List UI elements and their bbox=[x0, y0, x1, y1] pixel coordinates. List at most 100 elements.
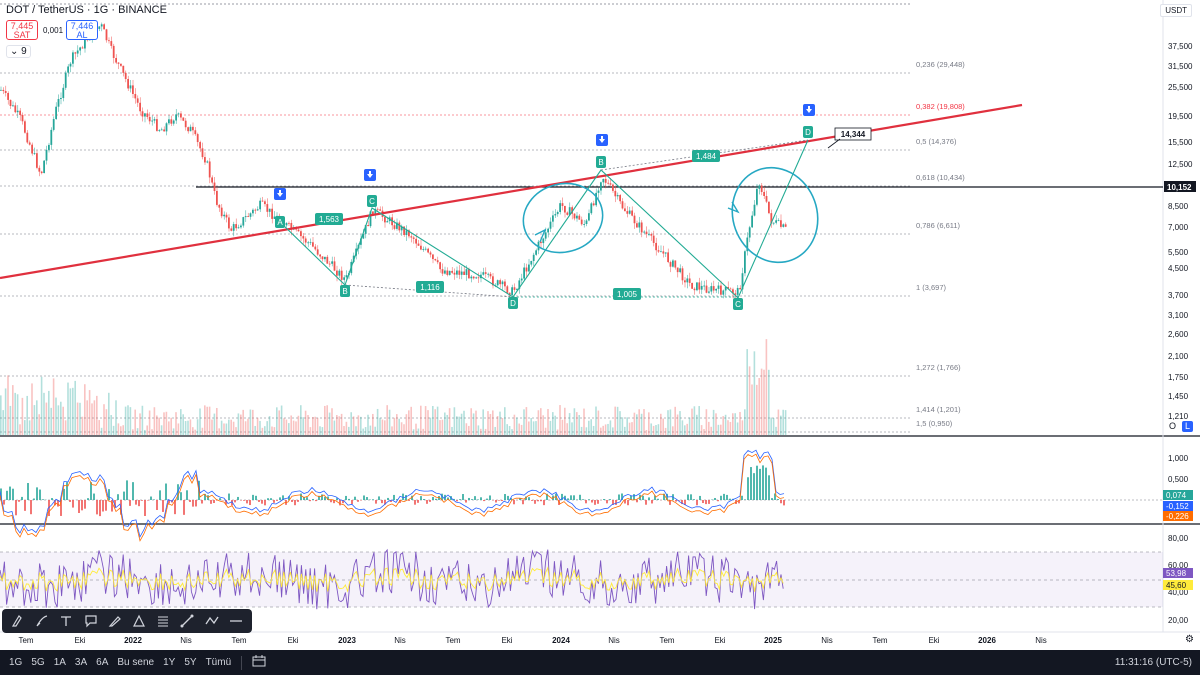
time-axis-label: Tem bbox=[231, 636, 246, 645]
pen-icon[interactable] bbox=[33, 612, 51, 630]
bottom-toolbar: 1G 5G 1A 3A 6A Bu sene 1Y 5Y Tümü 11:31:… bbox=[0, 650, 1200, 675]
macd-value-label: -0,152 bbox=[1166, 502, 1189, 511]
buy-price: 7,446 bbox=[70, 21, 94, 31]
clock[interactable]: 11:31:16 (UTC-5) bbox=[1114, 657, 1192, 668]
target-price-label: 14,344 bbox=[841, 130, 866, 139]
range-5d[interactable]: 5G bbox=[31, 657, 45, 668]
harmonic-pattern-line bbox=[279, 139, 809, 299]
range-1d[interactable]: 1G bbox=[9, 657, 23, 668]
time-axis-label: Eki bbox=[928, 636, 939, 645]
macd-value-box bbox=[1163, 501, 1193, 511]
rsi-axis-tick: 40,00 bbox=[1168, 588, 1189, 597]
time-axis-label: Eki bbox=[74, 636, 85, 645]
ratio-badge bbox=[613, 288, 641, 300]
macd-value-box bbox=[1163, 511, 1193, 521]
range-5y[interactable]: 5Y bbox=[184, 657, 197, 668]
fib-level-label: 1,5 (0,950) bbox=[916, 419, 953, 428]
pattern-point-marker bbox=[733, 298, 743, 310]
brush-icon[interactable] bbox=[106, 612, 124, 630]
sell-label: SAT bbox=[13, 30, 31, 40]
price-tick: 1,750 bbox=[1168, 373, 1189, 382]
time-axis-label: Nis bbox=[1035, 636, 1047, 645]
text-icon[interactable] bbox=[57, 612, 75, 630]
time-axis-label: 2022 bbox=[124, 636, 142, 645]
current-price-label: 10,152 bbox=[1167, 183, 1192, 192]
pattern-point-marker bbox=[508, 297, 518, 309]
fib-level-label: 1,272 (1,766) bbox=[916, 363, 961, 372]
price-tick: 19,500 bbox=[1168, 112, 1193, 121]
rsi-ma-value-label: 45,60 bbox=[1166, 581, 1187, 590]
time-axis-label: Eki bbox=[287, 636, 298, 645]
buy-button[interactable]: 7,446 AL bbox=[66, 20, 98, 40]
pattern-point-marker bbox=[340, 285, 350, 297]
horizontal-line-icon[interactable] bbox=[227, 612, 245, 630]
time-axis-label: Eki bbox=[501, 636, 512, 645]
chart-canvas[interactable]: 0,236 (29,448) 0,382 (19,808) 0,5 (14,376)… bbox=[0, 0, 1200, 650]
price-tick: 4,500 bbox=[1168, 264, 1189, 273]
range-1y[interactable]: 1Y bbox=[163, 657, 176, 668]
rsi-value-label: 53,98 bbox=[1166, 569, 1187, 578]
fib-level-label: 1,414 (1,201) bbox=[916, 405, 961, 414]
price-tick: 8,500 bbox=[1168, 202, 1189, 211]
sell-button[interactable]: 7,445 SAT bbox=[6, 20, 38, 40]
sell-price: 7,445 bbox=[10, 21, 34, 31]
time-axis-label: 2023 bbox=[338, 636, 356, 645]
pattern-point-label: B bbox=[342, 287, 347, 296]
macd-value-label: 0,074 bbox=[1166, 491, 1187, 500]
chevron-down-icon: ⌄ bbox=[10, 46, 19, 57]
rsi-axis-tick: 80,00 bbox=[1168, 534, 1189, 543]
indicators-toggle[interactable]: ⌄ 9 bbox=[6, 45, 31, 58]
path-icon[interactable] bbox=[203, 612, 221, 630]
line-icon[interactable] bbox=[178, 612, 196, 630]
time-axis-label: Nis bbox=[394, 636, 406, 645]
price-tick: 37,500 bbox=[1168, 42, 1193, 51]
cursor-icon[interactable] bbox=[9, 612, 27, 630]
price-tick: 2,600 bbox=[1168, 330, 1189, 339]
symbol-title: DOT / TetherUS · 1G · BINANCE bbox=[6, 4, 167, 16]
price-tick: 1,450 bbox=[1168, 392, 1189, 401]
fib-level-label: 0,786 (6,611) bbox=[916, 221, 961, 230]
price-tick: 1,210 bbox=[1168, 412, 1189, 421]
calendar-icon[interactable] bbox=[252, 655, 266, 670]
volume-l-button[interactable]: L bbox=[1182, 421, 1193, 432]
ratio-badge bbox=[315, 213, 343, 225]
shape-icon[interactable] bbox=[130, 612, 148, 630]
fib-level-label: 0,5 (14,376) bbox=[916, 137, 957, 146]
rsi-axis-tick: 20,00 bbox=[1168, 616, 1189, 625]
pattern-point-marker bbox=[275, 216, 285, 228]
range-6m[interactable]: 6A bbox=[96, 657, 109, 668]
currency-selector[interactable]: USDT bbox=[1160, 4, 1192, 17]
range-ytd[interactable]: Bu sene bbox=[117, 657, 155, 668]
indicator-count: 9 bbox=[21, 46, 27, 57]
rsi-value-box bbox=[1163, 568, 1193, 578]
time-axis-label: 2025 bbox=[764, 636, 782, 645]
ratio-label: 1,005 bbox=[617, 290, 638, 299]
fib-icon[interactable] bbox=[154, 612, 172, 630]
ratio-label: 1,563 bbox=[319, 215, 340, 224]
volume-o-button[interactable]: O bbox=[1168, 421, 1176, 431]
pattern-point-label: D bbox=[805, 128, 811, 137]
note-icon[interactable] bbox=[82, 612, 100, 630]
price-tick: 2,100 bbox=[1168, 352, 1189, 361]
target-price-box bbox=[834, 127, 872, 141]
ratio-label: 1,484 bbox=[696, 152, 717, 161]
range-all[interactable]: Tümü bbox=[205, 657, 232, 668]
settings-gear-icon[interactable]: ⚙ bbox=[1185, 634, 1194, 645]
spread-value: 0,001 bbox=[43, 26, 64, 35]
pattern-point-marker bbox=[367, 195, 377, 207]
price-tick: 3,700 bbox=[1168, 291, 1189, 300]
time-axis-label: Tem bbox=[18, 636, 33, 645]
ratio-badge bbox=[416, 281, 444, 293]
ratio-label: 1,116 bbox=[420, 283, 440, 292]
price-tick: 3,100 bbox=[1168, 311, 1189, 320]
range-3m[interactable]: 3A bbox=[74, 657, 88, 668]
time-axis-label: Tem bbox=[659, 636, 674, 645]
rsi-ma-value-box bbox=[1163, 580, 1193, 590]
current-price-box bbox=[1164, 181, 1196, 192]
macd-line bbox=[0, 449, 785, 538]
price-tick: 25,500 bbox=[1168, 83, 1193, 92]
time-axis-label: Tem bbox=[872, 636, 887, 645]
range-1m[interactable]: 1A bbox=[53, 657, 66, 668]
pattern-point-label: C bbox=[369, 197, 375, 206]
pattern-point-marker bbox=[596, 156, 606, 168]
